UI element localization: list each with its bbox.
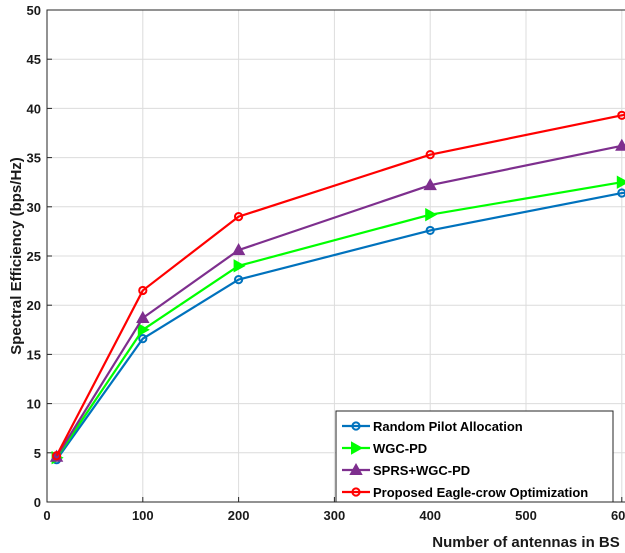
legend-marker	[351, 421, 361, 431]
y-tick-label: 35	[27, 151, 41, 166]
y-tick-label: 40	[27, 101, 41, 116]
data-point	[615, 138, 625, 151]
data-point	[425, 225, 435, 236]
y-tick-label: 50	[27, 3, 41, 18]
y-tick-label: 45	[27, 52, 41, 67]
legend-marker	[349, 462, 363, 475]
x-tick-label: 100	[132, 508, 154, 523]
x-tick-label: 200	[228, 508, 250, 523]
axis-ticks: 0100200300400500600700800900100005101520…	[27, 3, 625, 523]
legend: Random Pilot Allocation WGC-PD SPRS+WGC-PD…	[335, 410, 614, 503]
series-line	[55, 113, 625, 457]
x-tick-label: 400	[419, 508, 441, 523]
series-line	[55, 191, 625, 461]
series-4	[51, 110, 625, 461]
data-point	[138, 285, 148, 296]
y-tick-label: 25	[27, 249, 41, 264]
data-point	[137, 323, 150, 337]
y-axis-label: Spectral Efficiency (bps/Hz)	[8, 157, 25, 355]
y-tick-label: 10	[27, 397, 41, 412]
legend-item: Random Pilot Allocation	[342, 419, 523, 434]
data-point	[617, 110, 625, 120]
series-3	[49, 138, 625, 462]
y-tick-label: 20	[27, 298, 41, 313]
series-layer	[49, 110, 625, 465]
series-line	[55, 180, 625, 459]
data-point	[138, 334, 148, 344]
data-point	[234, 275, 244, 285]
data-point	[425, 150, 435, 160]
data-point	[616, 175, 625, 189]
legend-label: WGC-PD	[373, 441, 427, 456]
data-point	[233, 259, 246, 273]
legend-item: SPRS+WGC-PD	[342, 462, 470, 478]
legend-marker	[351, 441, 364, 455]
x-tick-label: 0	[43, 508, 50, 523]
x-axis-label: Number of antennas in BS	[432, 534, 620, 551]
legend-item: WGC-PD	[342, 441, 427, 456]
y-tick-label: 5	[34, 446, 41, 461]
legend-label: Random Pilot Allocation	[373, 419, 523, 434]
legend-label: SPRS+WGC-PD	[373, 463, 470, 478]
data-point	[136, 310, 150, 323]
y-tick-label: 30	[27, 200, 41, 215]
x-tick-label: 500	[515, 508, 537, 523]
data-point	[234, 212, 244, 222]
data-point	[51, 451, 62, 461]
legend-box	[335, 410, 614, 503]
data-point	[231, 243, 246, 256]
data-point	[617, 188, 625, 198]
data-point	[423, 178, 437, 191]
data-point	[425, 207, 438, 222]
y-tick-label: 0	[34, 495, 41, 510]
legend-item: Proposed Eagle-crow Optimization	[342, 485, 588, 500]
legend-marker	[351, 487, 361, 497]
legend-label: Proposed Eagle-crow Optimization	[373, 485, 588, 500]
y-tick-label: 15	[27, 347, 41, 362]
x-tick-label: 300	[324, 508, 346, 523]
x-tick-label: 600	[611, 508, 625, 523]
